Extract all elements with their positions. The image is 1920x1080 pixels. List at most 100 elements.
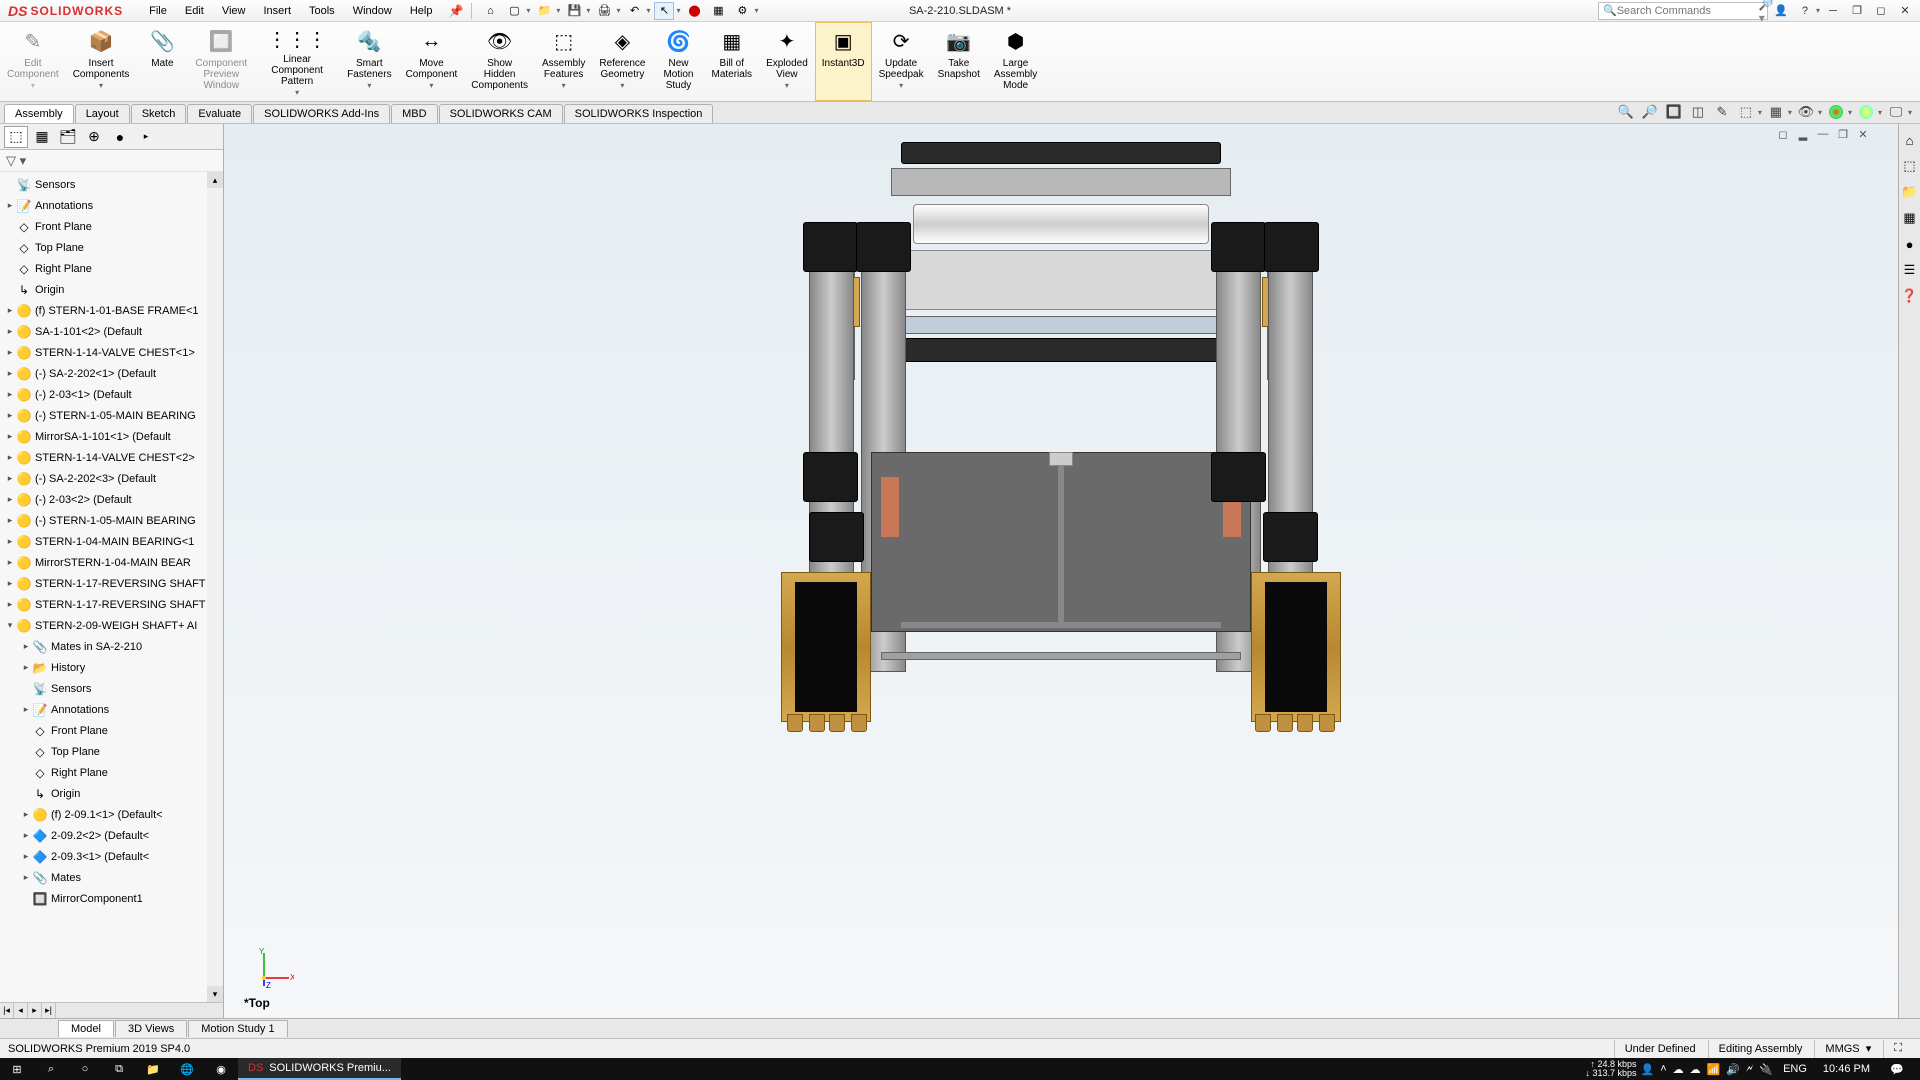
apply-scene-icon[interactable] <box>1856 103 1876 121</box>
dropdown-icon[interactable]: ▾ <box>586 6 590 15</box>
dropdown-icon[interactable]: ▾ <box>754 6 758 15</box>
cm-tab-mbd[interactable]: MBD <box>391 104 437 123</box>
view-settings-icon[interactable]: 🖵 <box>1886 103 1906 121</box>
tray-cloud-icon[interactable]: ☁ <box>1690 1063 1701 1076</box>
property-manager-tab[interactable]: ▦ <box>30 126 54 148</box>
doc-close-icon[interactable]: ✕ <box>1854 126 1872 142</box>
menu-file[interactable]: File <box>141 3 175 19</box>
menu-help[interactable]: Help <box>402 3 441 19</box>
tree-item[interactable]: ▸🔷2-09.2<2> (Default< <box>0 825 223 846</box>
section-view-icon[interactable]: ◫ <box>1688 103 1708 121</box>
cm-tab-solidworks-cam[interactable]: SOLIDWORKS CAM <box>439 104 563 123</box>
configuration-manager-tab[interactable]: 🗂 <box>56 126 80 148</box>
bottom-tab-motion-study-1[interactable]: Motion Study 1 <box>188 1020 287 1037</box>
tree-item[interactable]: ▾🟡STERN-2-09-WEIGH SHAFT+ AI <box>0 615 223 636</box>
hide-show-icon[interactable]: 👁 <box>1796 103 1816 121</box>
file-explorer-button[interactable]: 📁 <box>136 1058 170 1080</box>
config-last[interactable]: ▸| <box>42 1003 56 1018</box>
dropdown-icon[interactable]: ▾ <box>556 6 560 15</box>
tree-item[interactable]: ▸🟡STERN-1-17-REVERSING SHAFT <box>0 594 223 615</box>
file-explorer-icon[interactable]: 📁 <box>1899 180 1920 204</box>
previous-view-icon[interactable]: 🔲 <box>1664 103 1684 121</box>
dropdown-icon[interactable]: ▾ <box>1878 108 1882 117</box>
menu-insert[interactable]: Insert <box>255 3 299 19</box>
minimize-button[interactable]: ─ <box>1822 2 1844 20</box>
tree-item[interactable]: ◇Front Plane <box>0 720 223 741</box>
chrome-button[interactable]: ◉ <box>204 1058 238 1080</box>
feature-manager-tab[interactable]: ⬚ <box>4 126 28 148</box>
menu-edit[interactable]: Edit <box>177 3 212 19</box>
tree-item[interactable]: ▸🟡(f) STERN-1-01-BASE FRAME<1 <box>0 300 223 321</box>
tree-item[interactable]: ▸🟡(-) SA-2-202<1> (Default <box>0 363 223 384</box>
ribbon-instant3d[interactable]: ▣Instant3D <box>815 22 872 101</box>
tree-item[interactable]: ▸🟡(-) 2-03<2> (Default <box>0 489 223 510</box>
start-button[interactable]: ⊞ <box>0 1058 34 1080</box>
tree-filter[interactable]: ▽ ▾ <box>0 150 223 172</box>
ribbon-new-motion-study[interactable]: 🌀NewMotionStudy <box>652 22 704 101</box>
tree-item[interactable]: ▸📝Annotations <box>0 699 223 720</box>
doc-restore-icon[interactable]: — <box>1814 126 1832 142</box>
save-icon[interactable]: 💾 <box>564 2 584 20</box>
units[interactable]: MMGS ▾ <box>1814 1040 1881 1058</box>
graphics-area[interactable]: ◻ ▂ — ❐ ✕ <box>224 124 1898 1018</box>
undo-icon[interactable]: ↶ <box>624 2 644 20</box>
menu-view[interactable]: View <box>214 3 254 19</box>
doc-new-window-icon[interactable]: ◻ <box>1774 126 1792 142</box>
ribbon-take-snapshot[interactable]: 📷TakeSnapshot <box>931 22 987 101</box>
dropdown-icon[interactable]: ▾ <box>1908 108 1912 117</box>
tree-item[interactable]: 📡Sensors <box>0 174 223 195</box>
ribbon-linear-component-pattern[interactable]: ⋮⋮⋮Linear ComponentPattern▾ <box>254 22 340 101</box>
clock[interactable]: 10:46 PM <box>1817 1063 1876 1075</box>
ribbon-insert-components[interactable]: 📦InsertComponents▾ <box>66 22 137 101</box>
search-commands[interactable]: 🔍 🔎▾ <box>1598 2 1768 20</box>
tray-battery-icon[interactable]: 🗲 <box>1746 1063 1753 1076</box>
dropdown-icon[interactable]: ▾ <box>1848 108 1852 117</box>
print-icon[interactable]: 🖨 <box>594 2 614 20</box>
ribbon-mate[interactable]: 📎Mate <box>136 22 188 101</box>
tree-item[interactable]: ▸🟡(-) STERN-1-05-MAIN BEARING <box>0 405 223 426</box>
tray-people-icon[interactable]: 👤 <box>1640 1063 1654 1076</box>
tray-onedrive-icon[interactable]: ☁ <box>1673 1063 1684 1076</box>
config-prev[interactable]: ◂ <box>14 1003 28 1018</box>
new-icon[interactable]: ▢ <box>504 2 524 20</box>
open-icon[interactable]: 📁 <box>534 2 554 20</box>
close-button[interactable]: ✕ <box>1894 2 1916 20</box>
tree-item[interactable]: 📡Sensors <box>0 678 223 699</box>
cm-tab-assembly[interactable]: Assembly <box>4 104 74 123</box>
user-icon[interactable]: 👤 <box>1770 2 1792 20</box>
design-library-icon[interactable]: ⬚ <box>1899 154 1920 178</box>
dropdown-icon[interactable]: ▾ <box>616 6 620 15</box>
maximize-button[interactable]: ◻ <box>1870 2 1892 20</box>
appearances-icon[interactable]: ● <box>1899 232 1920 256</box>
tree-item[interactable]: ▸📎Mates in SA-2-210 <box>0 636 223 657</box>
bottom-tab-3d-views[interactable]: 3D Views <box>115 1020 187 1037</box>
custom-properties-icon[interactable]: ☰ <box>1899 258 1920 282</box>
tree-item[interactable]: ▸🟡(-) SA-2-202<3> (Default <box>0 468 223 489</box>
doc-maximize-icon[interactable]: ❐ <box>1834 126 1852 142</box>
dynamic-annotation-icon[interactable]: ✎ <box>1712 103 1732 121</box>
tree-item[interactable]: ▸🟡(-) 2-03<1> (Default <box>0 384 223 405</box>
view-palette-icon[interactable]: ▦ <box>1899 206 1920 230</box>
ribbon-assembly-features[interactable]: ⬚AssemblyFeatures▾ <box>535 22 592 101</box>
solidworks-task[interactable]: DS SOLIDWORKS Premiu... <box>238 1058 401 1080</box>
ribbon-large-assembly-mode[interactable]: ⬢LargeAssemblyMode <box>987 22 1044 101</box>
tree-item[interactable]: ▸🟡SA-1-101<2> (Default <box>0 321 223 342</box>
forum-icon[interactable]: ❓ <box>1899 284 1920 308</box>
dropdown-icon[interactable]: ▾ <box>1816 6 1820 15</box>
task-view-button[interactable]: ⧉ <box>102 1058 136 1080</box>
tree-item[interactable]: ◇Right Plane <box>0 762 223 783</box>
dropdown-icon[interactable]: ▾ <box>1818 108 1822 117</box>
bottom-tab-model[interactable]: Model <box>58 1020 114 1037</box>
tree-item[interactable]: ▸🟡STERN-1-14-VALVE CHEST<2> <box>0 447 223 468</box>
options-icon[interactable]: ⚙ <box>732 2 752 20</box>
restore-button[interactable]: ❐ <box>1846 2 1868 20</box>
tree-item[interactable]: ▸🔷2-09.3<1> (Default< <box>0 846 223 867</box>
help-icon[interactable]: ? <box>1794 2 1816 20</box>
dropdown-icon[interactable]: ▾ <box>646 6 650 15</box>
rebuild-icon[interactable]: ⬤ <box>684 2 704 20</box>
tree-item[interactable]: ↳Origin <box>0 279 223 300</box>
tree-item[interactable]: ▸📎Mates <box>0 867 223 888</box>
edge-button[interactable]: 🌐 <box>170 1058 204 1080</box>
ribbon-smart-fasteners[interactable]: 🔩SmartFasteners▾ <box>340 22 398 101</box>
tree-scrollbar[interactable]: ▴ ▾ <box>207 172 223 1002</box>
